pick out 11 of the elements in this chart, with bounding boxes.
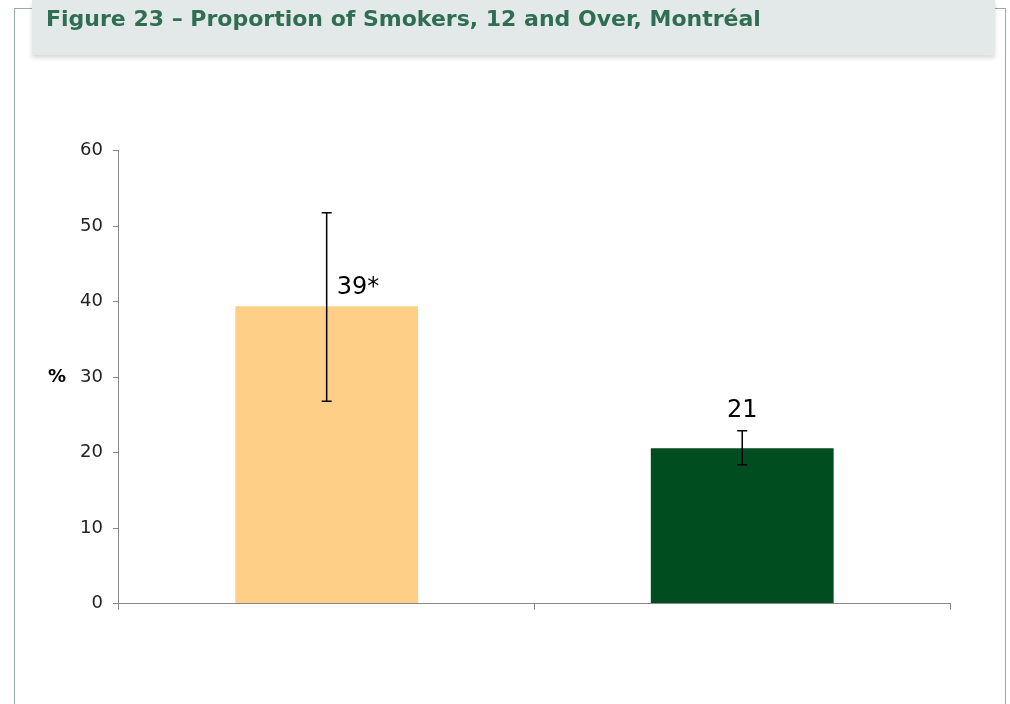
y-tick-label: 20: [80, 440, 103, 462]
y-axis-title: %: [47, 364, 66, 386]
y-tick-label: 50: [80, 213, 103, 235]
chart-title: Figure 23 – Proportion of Smokers, 12 and Over, Montréal: [45, 5, 762, 33]
y-tick-label: 0: [91, 591, 103, 613]
data-label: 21: [726, 395, 758, 424]
y-tick-label: 10: [80, 515, 103, 537]
y-tick-label: 30: [80, 364, 103, 386]
y-tick-label: 40: [80, 289, 103, 311]
y-tick-label: 60: [80, 138, 103, 160]
data-label: 39*: [336, 272, 380, 301]
